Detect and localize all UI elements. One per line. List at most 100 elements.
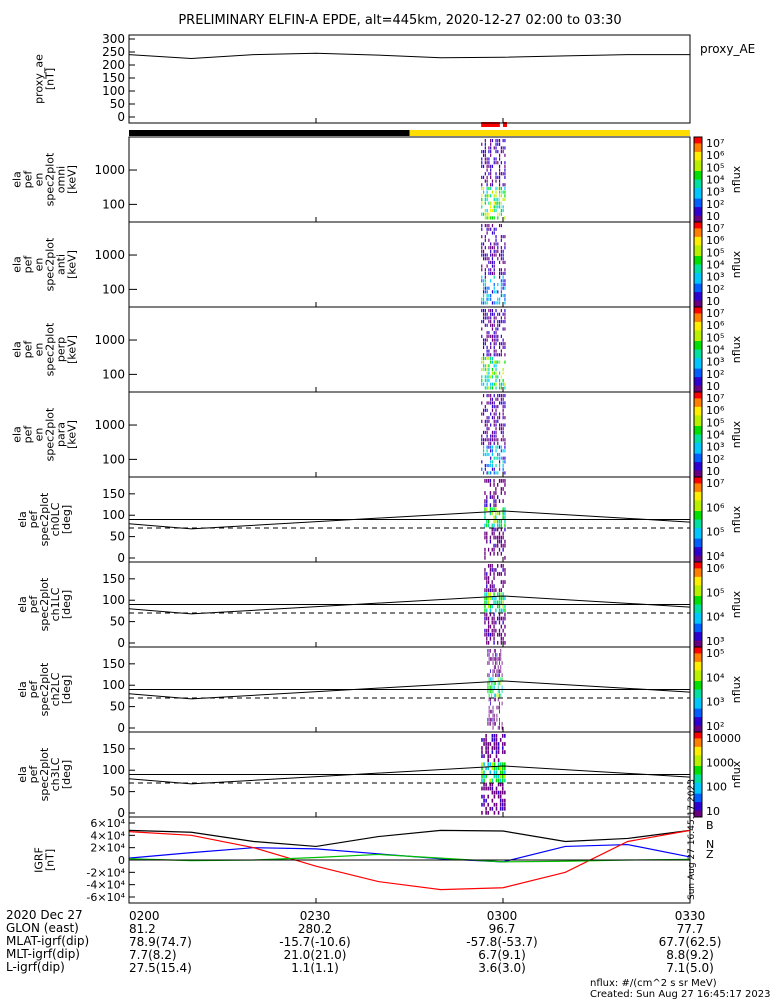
spectrogram-cell xyxy=(488,150,490,154)
spectrogram-cell xyxy=(482,316,485,320)
colorbar-cell xyxy=(694,230,702,234)
plot-title: PRELIMINARY ELFIN-A EPDE, alt=445km, 202… xyxy=(178,13,621,28)
spectrogram-cell xyxy=(482,412,485,416)
pitch-angle-cell xyxy=(502,596,504,601)
spectrogram-ylabel: [keV] xyxy=(66,420,79,449)
pitch-angle-cell xyxy=(502,499,504,503)
spectrogram-cell xyxy=(488,371,490,375)
pitch-angle-cell xyxy=(490,701,491,706)
spectrogram-cell xyxy=(504,316,506,320)
pitch-angle-cell xyxy=(495,786,498,791)
pitch-angle-cell xyxy=(498,612,501,617)
spectrogram-cell xyxy=(497,142,499,146)
colorbar-cell xyxy=(694,789,702,792)
pitch-angle-cell xyxy=(500,653,502,657)
pitch-angle-cell xyxy=(499,770,502,775)
spectrogram-cell xyxy=(490,242,492,246)
spectrogram-cell xyxy=(495,334,497,338)
spectrogram-cell xyxy=(493,161,495,165)
colorbar-cell xyxy=(694,251,702,255)
pitch-angle-cell xyxy=(501,782,504,787)
spectrogram-cell xyxy=(500,342,502,346)
pitch-angle-cell xyxy=(486,568,488,572)
pitch-angle-cell xyxy=(495,681,497,686)
spectrogram-cell xyxy=(495,205,497,209)
pitch-angle-cell xyxy=(491,632,493,637)
pitch-angle-cell xyxy=(497,535,499,540)
spectrogram-cell xyxy=(497,297,499,301)
pitch-angle-cell xyxy=(501,754,504,758)
colorbar-cell xyxy=(694,749,702,752)
spectrogram-cell xyxy=(481,441,483,446)
spectrogram-cell xyxy=(498,342,501,346)
spectrogram-cell xyxy=(482,297,485,301)
spectrogram-cell xyxy=(495,249,497,253)
spectrogram-cell xyxy=(484,275,486,279)
pitch-angle-cell xyxy=(486,624,488,629)
spectrogram-cell xyxy=(491,434,494,438)
pitch-angle-cell xyxy=(500,479,502,483)
colorbar-cell xyxy=(694,589,702,593)
colorbar-cell xyxy=(694,334,702,338)
pitch-angle-cell xyxy=(486,507,488,512)
pitch-angle-cell xyxy=(500,673,502,678)
spectrogram-cell xyxy=(482,394,485,398)
colorbar-cell xyxy=(694,156,702,159)
spectrogram-cell xyxy=(488,445,490,449)
pitch-angle-cell xyxy=(490,709,491,714)
colorbar-tick: 10² xyxy=(706,198,724,211)
spectrogram-cell xyxy=(486,364,488,368)
spectrogram-ytick: 1000 xyxy=(94,163,125,177)
pitch-angle-cell xyxy=(497,673,499,678)
pitch-angle-cell xyxy=(498,616,501,621)
spectrogram-cell xyxy=(497,161,499,165)
pitch-angle-cell xyxy=(487,661,489,665)
pitch-angle-cell xyxy=(498,632,501,637)
pitch-angle-cell xyxy=(489,503,492,508)
spectrogram-cell xyxy=(482,293,485,298)
colorbar-cell xyxy=(694,570,702,574)
pitch-angle-cell xyxy=(492,681,494,686)
pitch-angle-cell xyxy=(487,576,490,580)
spectrogram-cell xyxy=(482,286,485,290)
spectrogram-cell xyxy=(498,201,501,205)
pitch-angle-cell xyxy=(497,689,499,694)
spectrogram-cell xyxy=(490,246,492,250)
spectrogram-cell xyxy=(500,235,502,239)
spectrogram-cell xyxy=(488,401,490,405)
spectrogram-cell xyxy=(493,401,495,405)
pitch-angle-cell xyxy=(484,568,486,572)
shadow-bar xyxy=(129,130,410,136)
pitch-angle-cell xyxy=(485,734,487,738)
colorbar-cell xyxy=(694,366,702,370)
pitch-angle-cell xyxy=(499,701,500,706)
colorbar-cell xyxy=(694,676,702,680)
colorbar-cell xyxy=(694,268,702,272)
colorbar-cell xyxy=(694,438,702,442)
colorbar-cell xyxy=(694,447,702,450)
spectrogram-cell xyxy=(491,208,494,213)
spectrogram-cell xyxy=(502,397,504,401)
pitch-angle-cell xyxy=(496,649,498,653)
pitch-angle-cell xyxy=(492,649,494,653)
colorbar-cell xyxy=(694,413,702,416)
spectrogram-cell xyxy=(504,441,506,446)
pitch-angle-cell xyxy=(502,547,504,552)
colorbar-cell xyxy=(694,761,702,765)
pitch-angle-cell xyxy=(481,774,483,779)
spectrogram-cell xyxy=(484,290,486,294)
pitch-angle-cell xyxy=(487,717,489,722)
colorbar-cell xyxy=(694,770,702,773)
spectrogram-cell xyxy=(484,150,486,154)
pitch-angle-cell xyxy=(500,681,502,686)
spectrogram-cell xyxy=(481,253,483,257)
pitch-angle-cell xyxy=(500,636,502,641)
pitch-angle-cell xyxy=(491,531,493,536)
pitch-angle-cell xyxy=(493,693,495,698)
pitch-angle-ylabel: spec2plot xyxy=(38,662,51,716)
spectrogram-cell xyxy=(481,224,483,228)
spectrogram-cell xyxy=(500,353,502,357)
colorbar-cell xyxy=(694,232,702,236)
spectrogram-cell xyxy=(493,323,495,327)
pitch-angle-cell xyxy=(500,572,502,576)
